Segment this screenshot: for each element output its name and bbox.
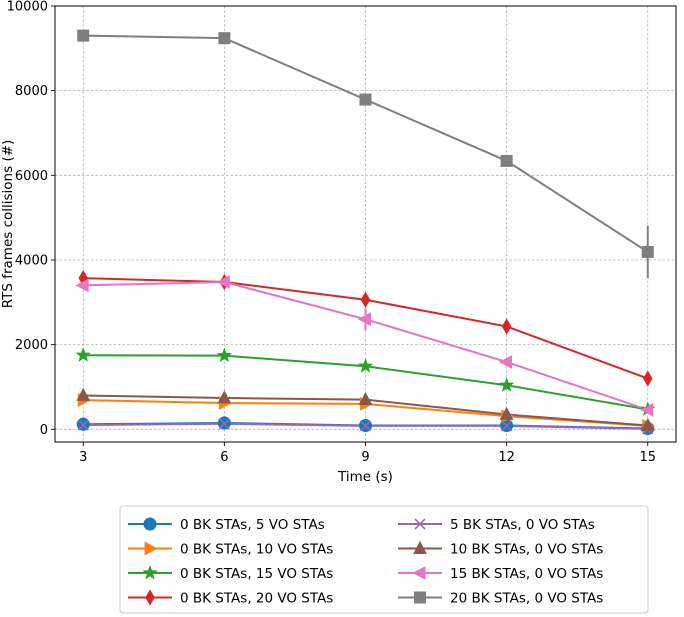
y-axis-ticks: 0 2000 4000 6000 8000 10000 bbox=[7, 0, 55, 438]
legend-label-5-bk-stas-0-vo-stas: 5 BK STAs, 0 VO STAs bbox=[450, 517, 595, 533]
data-point-20-bk-stas-0-vo-stas bbox=[500, 154, 513, 167]
legend-label-20-bk-stas-0-vo-stas: 20 BK STAs, 0 VO STAs bbox=[450, 591, 603, 607]
legend-label-0-bk-stas-10-vo-stas: 0 BK STAs, 10 VO STAs bbox=[180, 542, 333, 558]
legend: 0 BK STAs, 5 VO STAs 0 BK STAs, 10 VO STA… bbox=[119, 505, 649, 614]
x-tick-label: 6 bbox=[220, 450, 228, 465]
data-point-5-bk-stas-0-vo-stas bbox=[359, 420, 372, 432]
legend-marker-0-bk-stas-10-vo-stas bbox=[144, 541, 158, 556]
series-markers bbox=[75, 29, 656, 436]
legend-marker-0-bk-stas-20-vo-stas bbox=[145, 589, 155, 606]
data-point-5-bk-stas-0-vo-stas bbox=[77, 419, 89, 431]
data-point-20-bk-stas-0-vo-stas bbox=[359, 93, 372, 106]
data-point-10-bk-stas-0-vo-stas bbox=[499, 406, 514, 420]
data-point-0-bk-stas-15-vo-stas bbox=[498, 377, 515, 392]
data-point-15-bk-stas-0-vo-stas bbox=[357, 312, 371, 327]
data-point-15-bk-stas-0-vo-stas bbox=[75, 278, 89, 293]
data-point-0-bk-stas-20-vo-stas bbox=[643, 370, 653, 387]
legend-marker-15-bk-stas-0-vo-stas bbox=[412, 566, 426, 580]
x-tick-label: 3 bbox=[79, 450, 87, 465]
legend-marker-10-bk-stas-0-vo-stas bbox=[413, 540, 427, 554]
data-point-5-bk-stas-0-vo-stas bbox=[218, 418, 230, 430]
y-tick-label: 0 bbox=[40, 423, 48, 438]
data-point-10-bk-stas-0-vo-stas bbox=[358, 391, 373, 406]
data-point-20-bk-stas-0-vo-stas bbox=[218, 32, 231, 45]
data-point-15-bk-stas-0-vo-stas bbox=[216, 275, 230, 289]
data-point-15-bk-stas-0-vo-stas bbox=[640, 402, 654, 417]
legend-label-15-bk-stas-0-vo-stas: 15 BK STAs, 0 VO STAs bbox=[450, 566, 603, 582]
data-point-0-bk-stas-15-vo-stas bbox=[357, 358, 374, 373]
y-tick-label: 4000 bbox=[15, 253, 48, 268]
x-axis-label: Time (s) bbox=[337, 469, 393, 485]
legend-label-10-bk-stas-0-vo-stas: 10 BK STAs, 0 VO STAs bbox=[450, 542, 603, 558]
data-point-0-bk-stas-15-vo-stas bbox=[216, 347, 233, 363]
data-point-0-bk-stas-15-vo-stas bbox=[75, 347, 91, 362]
x-tick-label: 15 bbox=[639, 450, 656, 465]
data-point-10-bk-stas-0-vo-stas bbox=[640, 417, 655, 431]
y-tick-label: 2000 bbox=[15, 338, 48, 353]
data-point-15-bk-stas-0-vo-stas bbox=[498, 355, 513, 369]
y-tick-label: 6000 bbox=[15, 169, 48, 184]
legend-marker-0-bk-stas-5-vo-stas bbox=[143, 517, 157, 531]
data-point-10-bk-stas-0-vo-stas bbox=[217, 390, 232, 404]
legend-box bbox=[119, 505, 649, 614]
legend-label-0-bk-stas-5-vo-stas: 0 BK STAs, 5 VO STAs bbox=[180, 517, 325, 533]
y-tick-label: 8000 bbox=[15, 84, 48, 99]
data-point-0-bk-stas-20-vo-stas bbox=[501, 318, 512, 335]
legend-marker-20-bk-stas-0-vo-stas bbox=[414, 591, 426, 604]
x-tick-label: 12 bbox=[498, 450, 515, 465]
legend-label-0-bk-stas-20-vo-stas: 0 BK STAs, 20 VO STAs bbox=[180, 591, 333, 607]
x-axis-ticks: 3 6 9 12 15 bbox=[79, 442, 656, 465]
x-tick-label: 9 bbox=[361, 450, 369, 465]
data-point-20-bk-stas-0-vo-stas bbox=[77, 29, 90, 42]
data-point-5-bk-stas-0-vo-stas bbox=[501, 420, 513, 432]
data-point-10-bk-stas-0-vo-stas bbox=[76, 387, 91, 401]
legend-marker-0-bk-stas-15-vo-stas bbox=[142, 564, 158, 580]
legend-marker-5-bk-stas-0-vo-stas bbox=[414, 518, 426, 530]
data-point-20-bk-stas-0-vo-stas bbox=[641, 245, 654, 258]
y-tick-label: 10000 bbox=[7, 0, 48, 15]
error-bars bbox=[223, 225, 649, 412]
grid-lines bbox=[55, 5, 676, 442]
data-point-0-bk-stas-20-vo-stas bbox=[360, 291, 371, 308]
y-axis-label: RTS frames collisions (#) bbox=[0, 140, 16, 309]
legend-label-0-bk-stas-15-vo-stas: 0 BK STAs, 15 VO STAs bbox=[180, 566, 333, 582]
